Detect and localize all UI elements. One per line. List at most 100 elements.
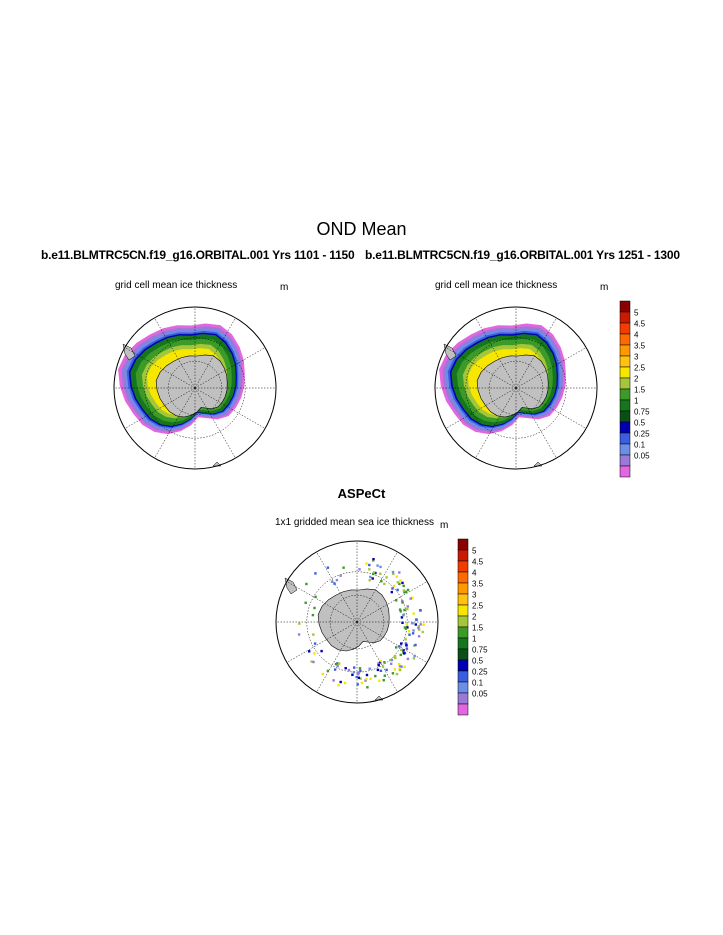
latitude-circle	[465, 337, 567, 439]
ice-thickness-obs-point	[369, 677, 372, 680]
colorbar-tick-label: 5	[472, 547, 477, 556]
map-boundary	[275, 540, 439, 704]
ice-thickness-obs-point	[404, 590, 408, 594]
ice-thickness-obs-point	[402, 614, 405, 617]
ice-thickness-obs-point	[332, 679, 335, 682]
ice-thickness-obs-point	[395, 575, 398, 578]
ice-thickness-obs-point	[383, 674, 386, 677]
colorbar-tick-label: 3	[634, 353, 639, 362]
ice-thickness-obs-point	[413, 644, 416, 647]
ice-thickness-obs-point	[297, 633, 301, 636]
ice-thickness-obs-point	[400, 616, 404, 619]
ice-thickness-obs-point	[406, 588, 410, 592]
ice-thickness-obs-point	[411, 596, 414, 599]
colorbar-tick-label: 4.5	[634, 320, 646, 329]
ice-thickness-obs-point	[421, 630, 424, 634]
ice-thickness-obs-point	[417, 635, 421, 638]
ice-thickness-obs-point	[394, 656, 397, 660]
ice-thickness-obs-point	[417, 625, 420, 628]
colorbar-swatch	[619, 333, 631, 346]
ice-thickness-obs-point	[338, 662, 341, 665]
ice-thickness-obs-point	[412, 629, 415, 632]
ice-thickness-obs-point	[305, 582, 308, 586]
ice-thickness-obs-point	[417, 626, 420, 630]
ice-thickness-obs-point	[422, 623, 425, 626]
ice-thickness-obs-point	[403, 626, 407, 629]
ice-thickness-obs-point	[365, 673, 369, 677]
south-america-landmass	[122, 343, 136, 361]
ice-thickness-obs-point	[378, 679, 381, 682]
ice-thickness-obs-point	[357, 671, 360, 674]
ice-thickness-obs-point	[396, 581, 399, 584]
ice-thickness-obs-point	[395, 599, 398, 602]
colorbar-obs: 5 4.5 4 3.5 3 2.5 2 1.5 1 0.75 0.5 0.25 0.1 0.05	[457, 538, 488, 716]
ice-thickness-obs-point	[401, 581, 404, 585]
colorbar-tick-label: 0.05	[634, 452, 650, 461]
ice-thickness-obs-point	[374, 571, 377, 575]
ice-thickness-obs-point	[355, 675, 358, 679]
ice-thickness-obs-point	[406, 626, 409, 629]
ice-thickness-obs-point	[400, 642, 403, 645]
ice-thickness-obs-point	[351, 673, 354, 676]
ice-thickness-obs-point	[412, 612, 415, 615]
ice-thickness-obs-point	[365, 677, 368, 681]
ice-thickness-obs-point	[379, 572, 382, 575]
ice-thickness-obs-point	[313, 606, 316, 610]
map-boundary	[434, 306, 598, 470]
colorbar-swatch	[619, 388, 631, 401]
ice-thickness-obs-point	[330, 580, 334, 583]
ice-thickness-obs-point	[406, 657, 410, 661]
ice-thickness-obs-point	[371, 577, 374, 580]
ice-thickness-obs-point	[413, 654, 416, 658]
ice-thickness-obs-point	[376, 564, 379, 567]
ice-thickness-obs-point	[396, 588, 399, 592]
colorbar-swatch	[619, 344, 631, 357]
colorbar-swatch	[457, 659, 469, 672]
ice-thickness-obs-point	[401, 600, 404, 603]
ice-thickness-obs-point	[371, 559, 375, 562]
polar-map-left	[113, 306, 277, 470]
colorbar-swatch	[457, 681, 469, 694]
ice-thickness-obs-point	[334, 662, 338, 666]
ice-thickness-obs-point	[398, 645, 401, 648]
ice-thickness-obs-point	[406, 605, 409, 608]
ice-thickness-obs-point	[369, 575, 372, 579]
ice-thickness-obs-point	[360, 681, 364, 685]
colorbar-tick-label: 4	[472, 569, 477, 578]
colorbar-swatch	[619, 454, 631, 467]
ice-thickness-obs-point	[390, 590, 393, 594]
ice-thickness-obs-point	[339, 574, 342, 577]
colorbar-tick-label: 2	[472, 613, 477, 622]
colorbar-tick-label: 1.5	[634, 386, 646, 395]
polar-map-obs	[275, 540, 439, 704]
ice-thickness-obs-point	[364, 679, 367, 682]
ice-thickness-obs-point	[400, 665, 403, 668]
ice-thickness-obs-point	[391, 672, 395, 675]
colorbar-top: 5 4.5 4 3.5 3 2.5 2 1.5 1 0.75 0.5 0.25 0.1 0.05	[619, 300, 650, 478]
colorbar-swatch	[457, 604, 469, 617]
colorbar-swatch	[619, 366, 631, 379]
ice-thickness-obs-point	[333, 582, 336, 585]
colorbar-tick-label: 1	[472, 635, 477, 644]
ice-thickness-obs-point	[339, 680, 342, 684]
ice-thickness-obs-point	[342, 566, 345, 569]
ice-thickness-obs-point	[372, 572, 375, 576]
colorbar-tick-label: 0.1	[634, 441, 646, 450]
ice-thickness-obs-point	[382, 679, 385, 682]
ice-thickness-obs-point	[412, 657, 416, 660]
colorbar-tick-label: 2.5	[634, 364, 646, 373]
ice-thickness-obs-point	[418, 628, 421, 631]
ice-thickness-obs-point	[372, 558, 375, 561]
ice-thickness-obs-point	[326, 566, 330, 569]
colorbar-swatch	[457, 648, 469, 661]
ice-thickness-obs-point	[311, 613, 315, 617]
ice-thickness-obs-point	[393, 584, 396, 588]
ice-thickness-obs-point	[312, 660, 315, 664]
colorbar-swatch	[619, 421, 631, 434]
ice-thickness-obs-point	[392, 572, 395, 576]
figure-title: OND Mean	[316, 219, 407, 239]
ice-thickness-obs-point	[298, 622, 301, 625]
ice-thickness-obs-point	[312, 633, 315, 636]
colorbar-swatch	[619, 410, 631, 423]
ice-thickness-obs-point	[402, 652, 406, 655]
